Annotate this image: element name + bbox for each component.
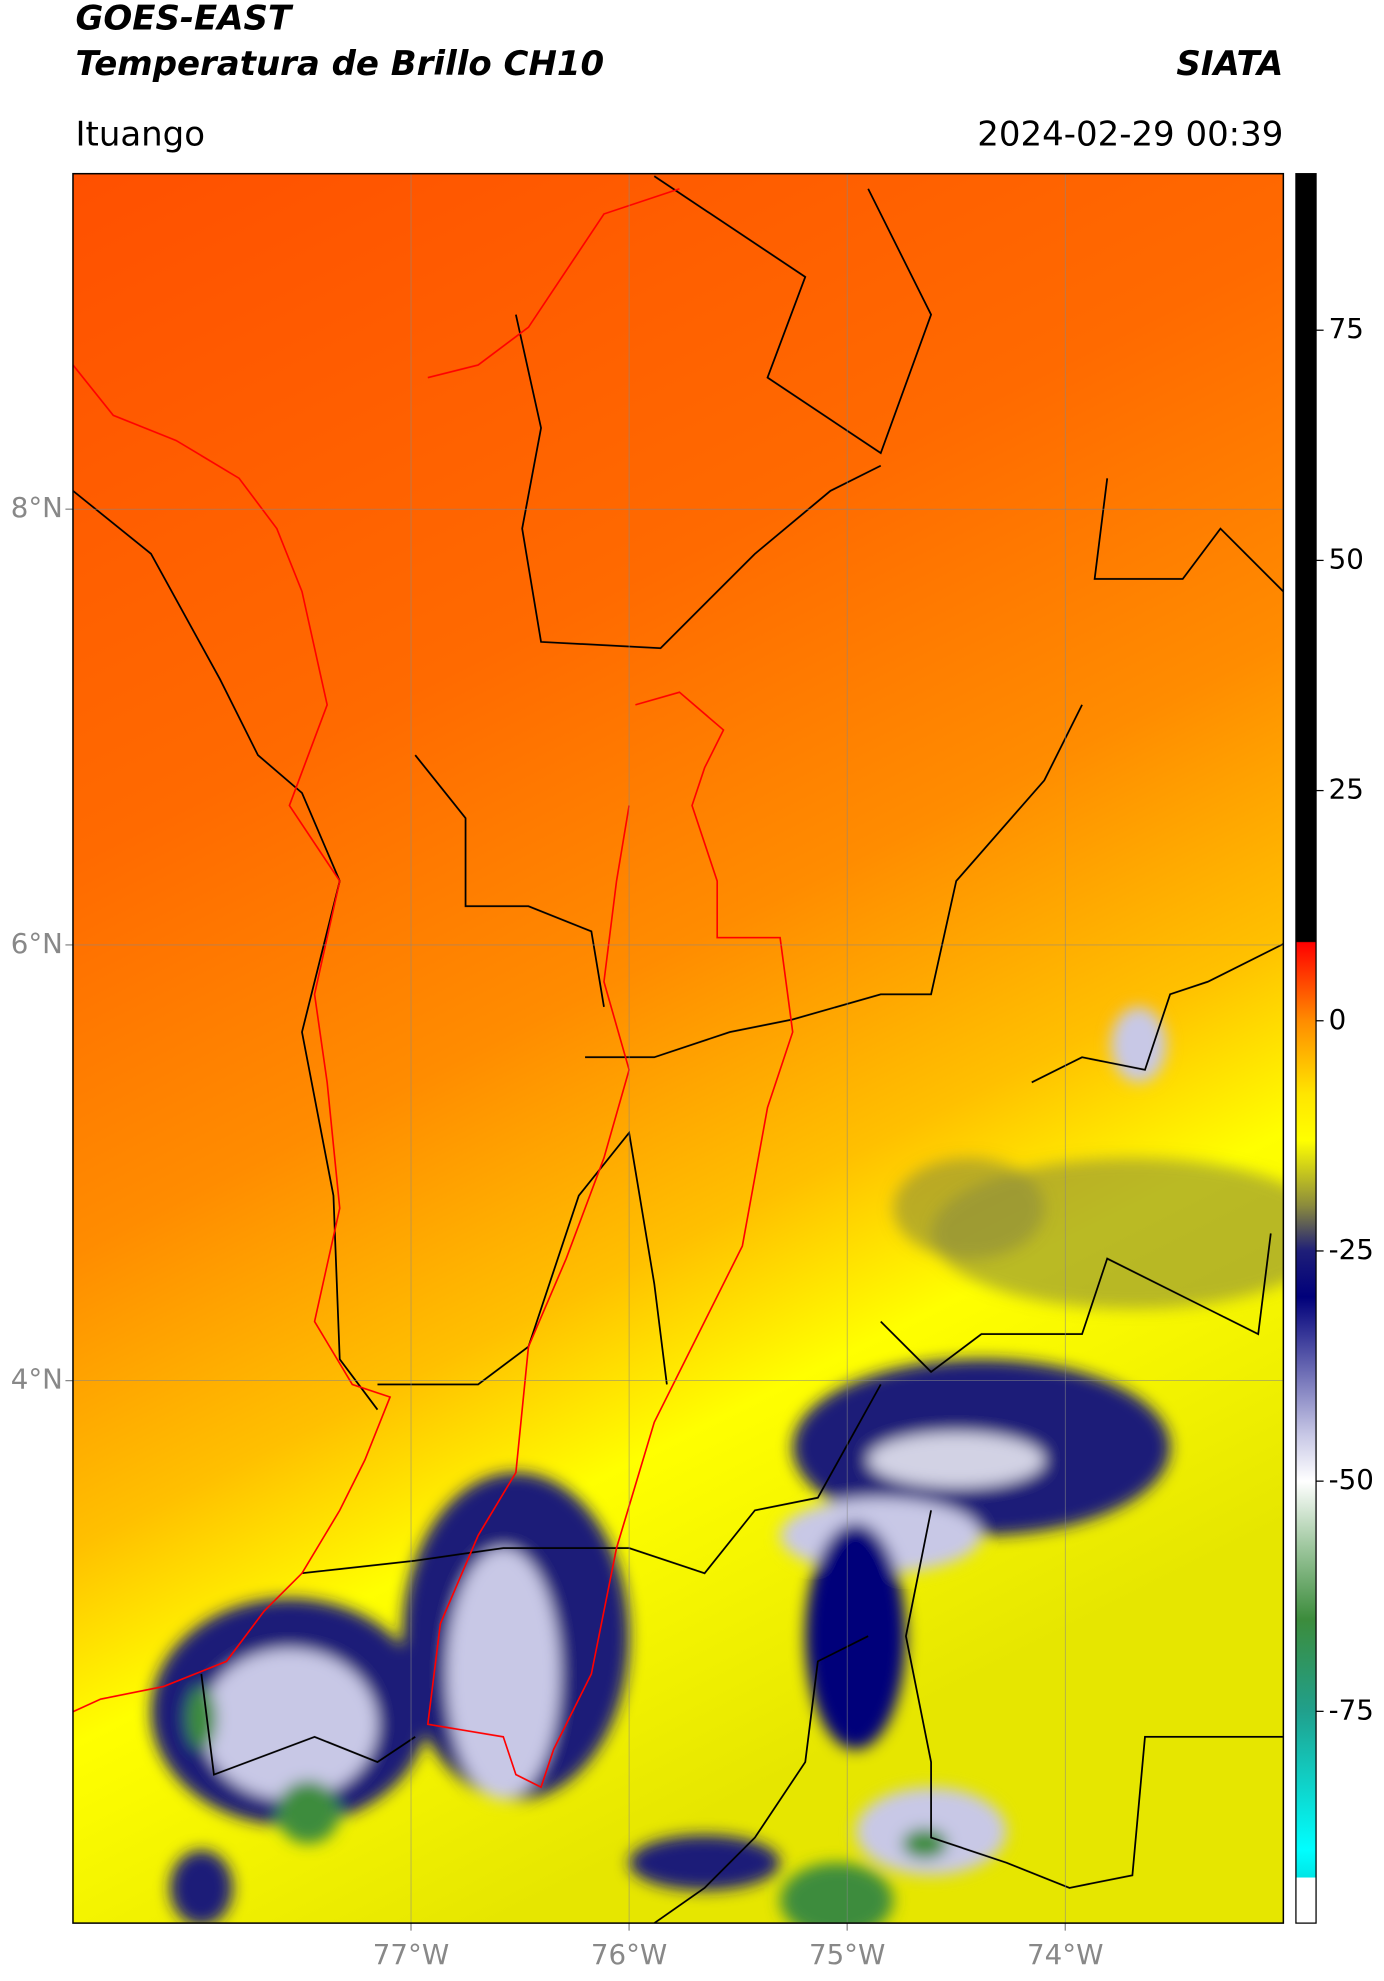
colorbar-tick-label: 75 [1329,312,1364,345]
map-axes: 77°W 76°W 75°W 74°W 8°N 6°N 4°N [11,173,1284,1971]
subtitle: Temperatura de Brillo CH10 [75,44,604,84]
colorbar-tick-label: -50 [1329,1463,1374,1496]
datetime: 2024-02-29 00:39 [977,114,1283,154]
colorbar: 75 50 25 0 -25 -50 -75 [1295,173,1374,1924]
x-tick-label: 76°W [591,1938,667,1971]
map-frame [72,172,1285,1924]
colorbar-tick-label: 25 [1329,773,1364,806]
colorbar-tick-label: -75 [1329,1693,1374,1726]
y-tick-label: 8°N [11,491,63,524]
map-field [72,173,1284,1924]
y-tick-label: 4°N [11,1363,63,1396]
colorbar-scale [1295,173,1317,1924]
colorbar-tick-label: 50 [1329,542,1364,575]
title: GOES-EAST [75,0,293,39]
y-tick-label: 6°N [11,927,63,960]
x-tick-label: 77°W [373,1938,449,1971]
x-tick-label: 74°W [1027,1938,1103,1971]
x-tick-label: 75°W [809,1938,885,1971]
location: Ituango [75,114,205,154]
colorbar-tick-label: 0 [1329,1003,1347,1036]
source: SIATA [1176,44,1283,84]
colorbar-tick-label: -25 [1329,1233,1374,1266]
